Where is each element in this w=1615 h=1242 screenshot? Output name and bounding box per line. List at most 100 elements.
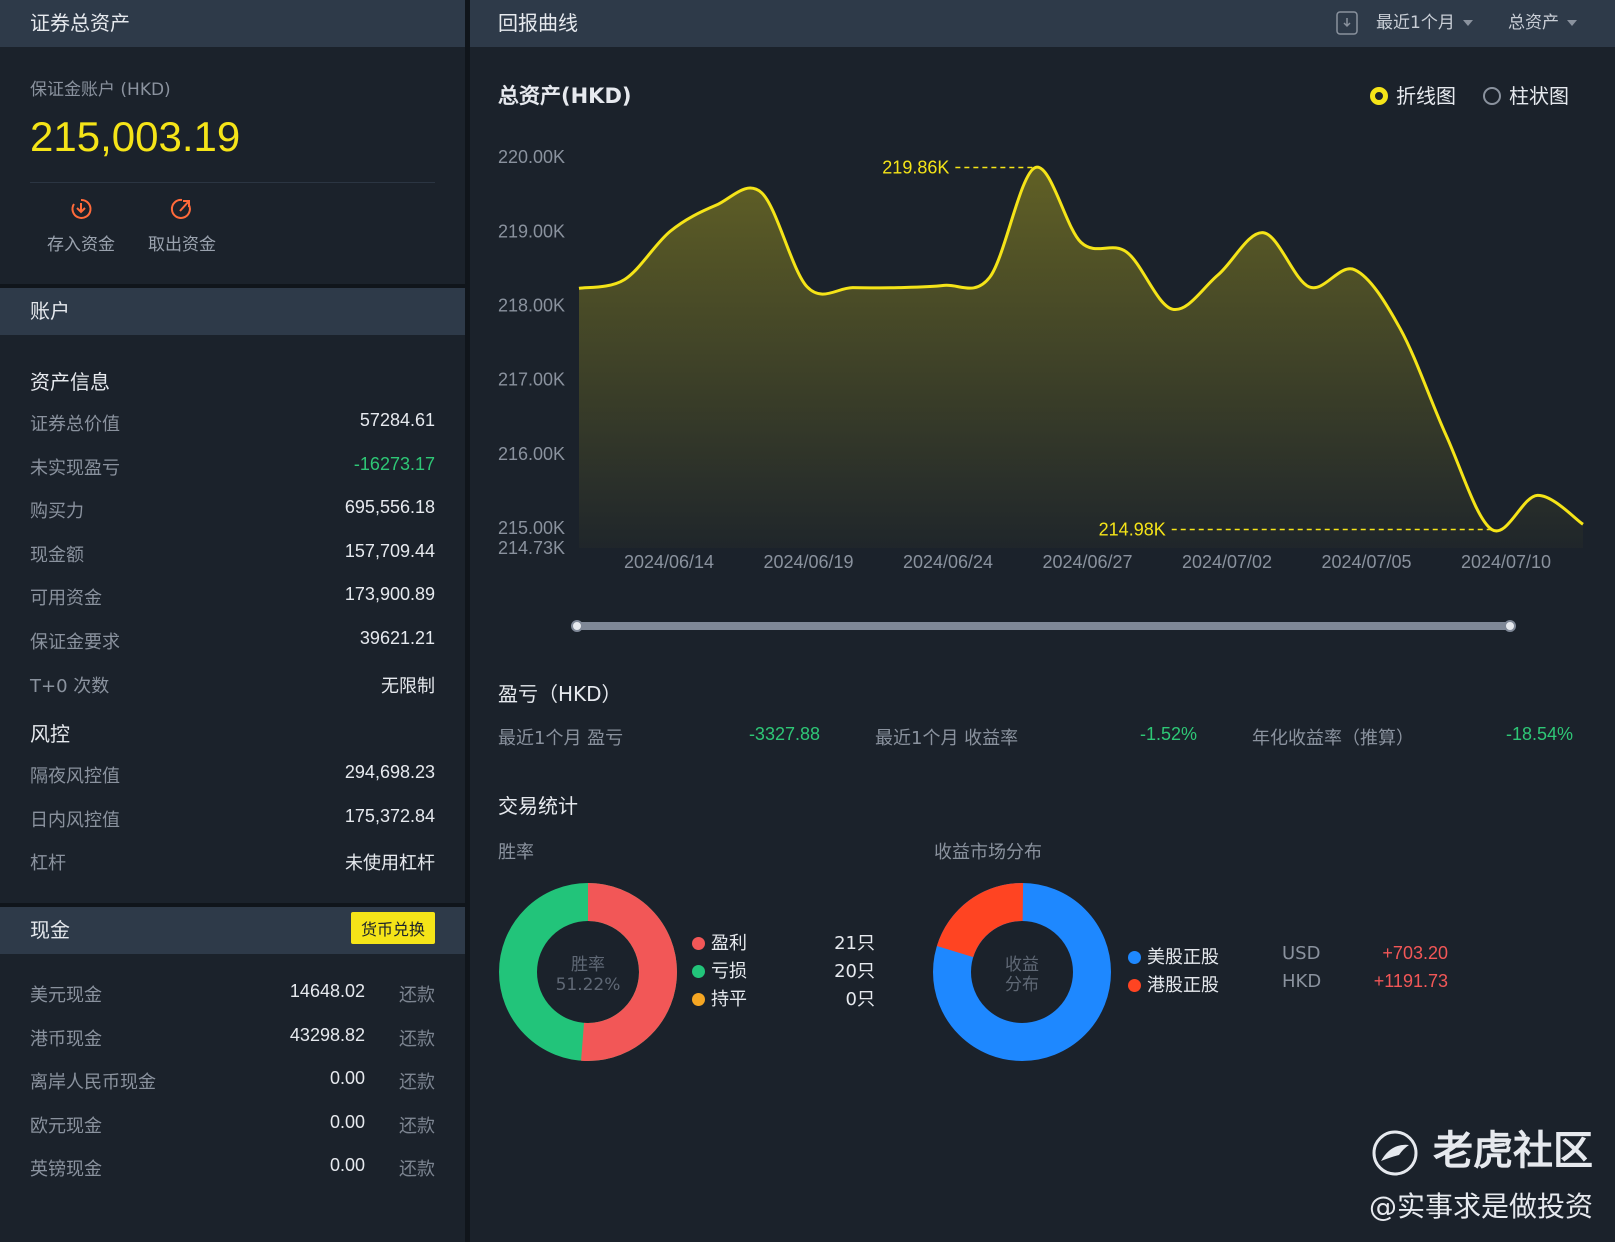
pl-month-value: -3327.88 xyxy=(748,724,820,744)
legend-currency: USD xyxy=(1282,943,1321,964)
period-select-value: 最近1个月 xyxy=(1376,13,1455,33)
x-tick-label: 2024/07/10 xyxy=(1461,552,1551,572)
risk-row-label: 日内风控值 xyxy=(30,809,120,831)
x-tick-label: 2024/06/19 xyxy=(763,552,853,572)
x-tick-label: 2024/07/02 xyxy=(1182,552,1272,572)
asset-info-title: 资产信息 xyxy=(30,370,110,394)
asset-row-value: 57284.61 xyxy=(359,410,435,430)
divider xyxy=(30,182,435,183)
legend-value: +1191.73 xyxy=(1373,971,1448,991)
asset-row-value: 695,556.18 xyxy=(344,497,435,518)
watermark-handle: @实事求是做投资 xyxy=(1368,1190,1593,1223)
legend-dot xyxy=(1128,979,1141,992)
assets-header: 证券总资产 xyxy=(0,0,465,47)
range-slider-start-handle[interactable] xyxy=(571,620,583,632)
market-donut: 收益 分布 xyxy=(933,883,1111,1061)
asset-row-value: 无限制 xyxy=(381,675,435,696)
divider xyxy=(0,284,465,288)
account-header: 账户 xyxy=(0,288,465,335)
risk-row-value: 175,372.84 xyxy=(344,805,435,826)
legend-count: 21只 xyxy=(834,933,875,954)
deposit-button[interactable]: 存入资金 xyxy=(36,196,126,255)
y-tick-label: 218.00K xyxy=(498,295,565,315)
line-chart-radio[interactable]: 折线图 xyxy=(1370,80,1456,109)
winrate-center-label: 胜率 xyxy=(571,955,605,975)
period-select[interactable]: 最近1个月 xyxy=(1376,0,1473,47)
winrate-donut: 胜率 51.22% xyxy=(499,883,677,1061)
winrate-legend-item: 持平 xyxy=(692,985,747,1011)
risk-row-label: 隔夜风控值 xyxy=(30,766,120,787)
cash-row-value: 14648.02 xyxy=(289,981,365,1001)
repay-link[interactable]: 还款 xyxy=(399,1072,435,1094)
risk-row-value: 294,698.23 xyxy=(344,762,435,782)
y-tick-label: 216.00K xyxy=(498,444,565,464)
winrate-center-value: 51.22% xyxy=(556,975,621,995)
watermark-brand: 老虎社区 xyxy=(1353,1118,1593,1177)
legend-dot xyxy=(692,965,705,978)
asset-row-label: 证券总价值 xyxy=(30,414,120,435)
metric-select[interactable]: 总资产 xyxy=(1508,0,1577,47)
line-chart-label: 折线图 xyxy=(1396,84,1456,108)
bar-chart-radio[interactable]: 柱状图 xyxy=(1483,80,1569,109)
withdraw-label: 取出资金 xyxy=(148,235,216,255)
export-button[interactable] xyxy=(1336,0,1358,47)
asset-row-value: 39621.21 xyxy=(359,628,435,648)
market-legend-item: 港股正股 xyxy=(1128,971,1219,997)
withdraw-icon xyxy=(170,198,191,219)
market-center-label-2: 分布 xyxy=(1005,975,1039,995)
y-tick-label: 215.00K xyxy=(498,518,565,538)
y-tick-label: 217.00K xyxy=(498,370,565,390)
winrate-title: 胜率 xyxy=(498,842,534,863)
cash-row-label: 离岸人民币现金 xyxy=(30,1072,156,1094)
asset-row-label: 可用资金 xyxy=(30,588,102,610)
annualized-value: -18.54% xyxy=(1505,724,1573,744)
total-assets-value: 215,003.19 xyxy=(30,113,241,160)
divider xyxy=(0,903,465,907)
x-tick-label: 2024/06/14 xyxy=(624,552,714,572)
radio-selected-icon xyxy=(1370,87,1388,105)
deposit-icon xyxy=(71,198,92,219)
legend-dot xyxy=(692,937,705,950)
x-tick-label: 2024/06/27 xyxy=(1042,552,1132,572)
cash-row-value: 43298.82 xyxy=(289,1024,365,1045)
risk-title: 风控 xyxy=(30,722,70,746)
risk-row-label: 杠杆 xyxy=(30,853,66,875)
cash-row-value: 0.00 xyxy=(329,1068,365,1089)
repay-link[interactable]: 还款 xyxy=(399,1115,435,1137)
withdraw-button[interactable]: 取出资金 xyxy=(137,196,227,255)
range-slider-track[interactable] xyxy=(576,622,1510,630)
legend-count: 20只 xyxy=(834,961,875,982)
market-legend-item: 美股正股 xyxy=(1128,943,1219,969)
currency-exchange-button[interactable]: 货币兑换 xyxy=(350,912,435,944)
asset-row-label: T+0 次数 xyxy=(30,675,110,697)
asset-row-label: 购买力 xyxy=(30,501,84,523)
cash-row-label: 港币现金 xyxy=(30,1028,102,1050)
repay-link[interactable]: 还款 xyxy=(399,985,435,1006)
asset-row-value: 157,709.44 xyxy=(344,540,435,561)
profit-slice xyxy=(499,883,677,1061)
download-icon xyxy=(1336,11,1358,35)
return-month-label: 最近1个月 收益率 xyxy=(875,728,1019,749)
legend-count: 0只 xyxy=(845,989,875,1010)
asset-row-label: 保证金要求 xyxy=(30,632,120,653)
annualized-label: 年化收益率（推算） xyxy=(1252,728,1414,749)
winrate-legend-item: 盈利 xyxy=(692,929,747,955)
annotation-label: 219.86K xyxy=(882,157,949,177)
asset-row-label: 未实现盈亏 xyxy=(30,457,120,479)
risk-row-value: 未使用杠杆 xyxy=(345,853,435,874)
repay-link[interactable]: 还款 xyxy=(399,1159,435,1181)
x-tick-label: 2024/07/05 xyxy=(1321,552,1411,572)
legend-currency: HKD xyxy=(1282,971,1322,992)
cash-row-label: 美元现金 xyxy=(30,985,102,1006)
pl-month-label: 最近1个月 盈亏 xyxy=(498,728,624,749)
asset-row-value: -16273.17 xyxy=(353,453,435,474)
assets-panel: 证券总资产 保证金账户 (HKD) 215,003.19 存入资金 取出资金 账… xyxy=(0,0,465,1242)
asset-row-value: 173,900.89 xyxy=(344,584,435,605)
cash-row-label: 欧元现金 xyxy=(30,1115,102,1137)
repay-link[interactable]: 还款 xyxy=(399,1028,435,1050)
cash-row-value: 0.00 xyxy=(329,1155,365,1176)
legend-label: 持平 xyxy=(711,989,747,1010)
series-line xyxy=(578,165,1584,533)
range-slider-end-handle[interactable] xyxy=(1504,620,1516,632)
